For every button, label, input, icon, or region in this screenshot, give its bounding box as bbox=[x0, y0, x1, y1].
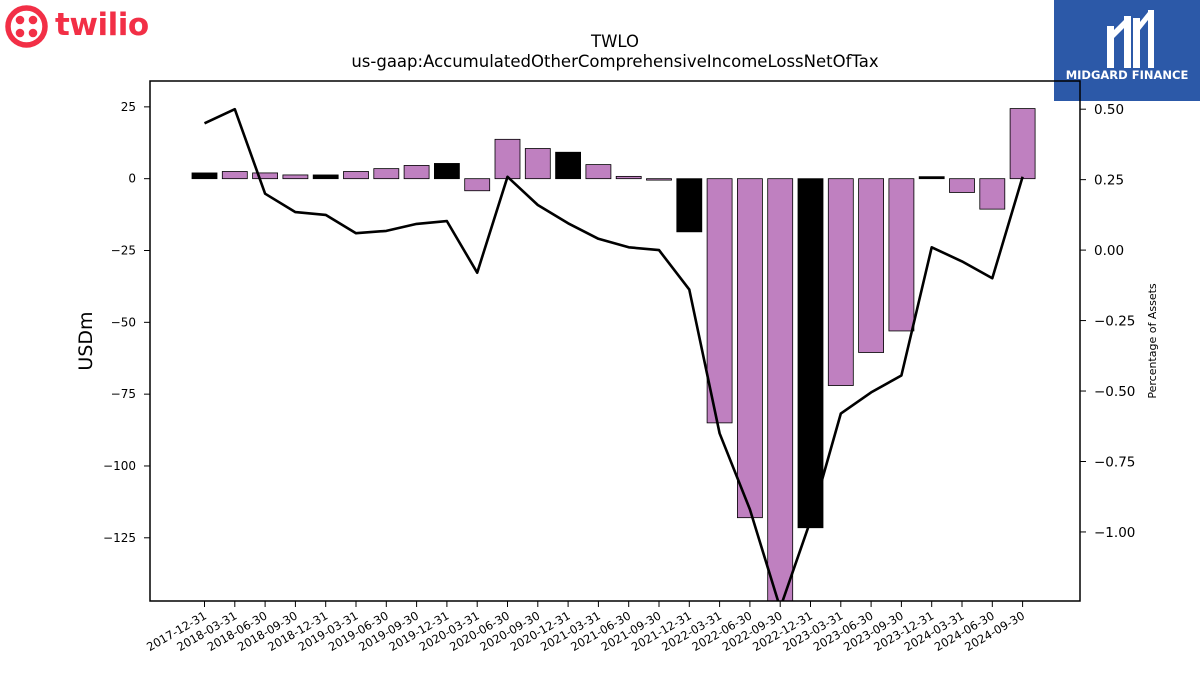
plot-group bbox=[191, 107, 1036, 601]
chart-title: TWLO bbox=[591, 32, 639, 51]
bar bbox=[494, 138, 521, 180]
bar bbox=[191, 172, 218, 180]
midgard-logo-text: MIDGARD FINANCE bbox=[1065, 68, 1189, 82]
twilio-logo-text: twilio bbox=[55, 6, 149, 43]
bar bbox=[1009, 108, 1036, 180]
bar bbox=[676, 178, 703, 233]
y2-tick-label: −0.75 bbox=[1094, 454, 1135, 470]
bar bbox=[615, 175, 642, 180]
twilio-logo-icon bbox=[5, 5, 48, 48]
bar bbox=[979, 178, 1006, 210]
y2-axis-label: Percentage of Assets bbox=[1146, 283, 1159, 399]
bar bbox=[555, 151, 581, 180]
chart-subtitle: us-gaap:AccumulatedOtherComprehensiveInc… bbox=[351, 52, 879, 71]
y2-tick-label: −0.25 bbox=[1094, 314, 1135, 330]
y-axis-label: USDm bbox=[75, 311, 97, 370]
bar bbox=[403, 165, 430, 180]
y2-tick-label: 0.50 bbox=[1094, 102, 1124, 118]
y-tick-label: −25 bbox=[111, 244, 136, 258]
bar bbox=[221, 171, 248, 180]
bar bbox=[918, 176, 945, 180]
bar bbox=[737, 178, 763, 519]
percent-of-assets-line bbox=[203, 107, 1024, 601]
bar bbox=[282, 174, 309, 180]
bar bbox=[524, 148, 551, 180]
twilio-logo: twilio bbox=[4, 4, 149, 49]
bar bbox=[433, 163, 460, 180]
bar bbox=[373, 168, 400, 180]
y2-tick-label: −1.00 bbox=[1094, 525, 1135, 541]
y-tick-label: −50 bbox=[111, 315, 136, 329]
bar bbox=[646, 178, 672, 181]
bar bbox=[706, 178, 733, 424]
y-tick-label: 25 bbox=[121, 100, 136, 114]
y2-tick-label: −0.50 bbox=[1094, 384, 1135, 400]
y-tick-label: −100 bbox=[103, 459, 136, 473]
bar bbox=[888, 178, 915, 332]
bar bbox=[252, 172, 279, 180]
y-tick-label: −75 bbox=[111, 387, 136, 401]
y-tick-label: −125 bbox=[103, 531, 136, 545]
bar bbox=[585, 164, 612, 180]
bar bbox=[858, 178, 884, 353]
plot-frame bbox=[149, 80, 1081, 602]
y-tick-label: 0 bbox=[128, 172, 136, 186]
bar bbox=[312, 174, 339, 180]
midgard-finance-logo: MIDGARD FINANCE bbox=[1054, 0, 1200, 101]
bar bbox=[949, 178, 975, 193]
y2-tick-label: 0.25 bbox=[1094, 173, 1124, 189]
bar bbox=[827, 178, 854, 386]
bar bbox=[767, 178, 794, 601]
bar bbox=[464, 178, 491, 192]
bar bbox=[797, 178, 824, 529]
midgard-logo-mark bbox=[1054, 0, 1200, 101]
bar bbox=[343, 171, 369, 180]
y2-tick-label: 0.00 bbox=[1094, 243, 1124, 259]
